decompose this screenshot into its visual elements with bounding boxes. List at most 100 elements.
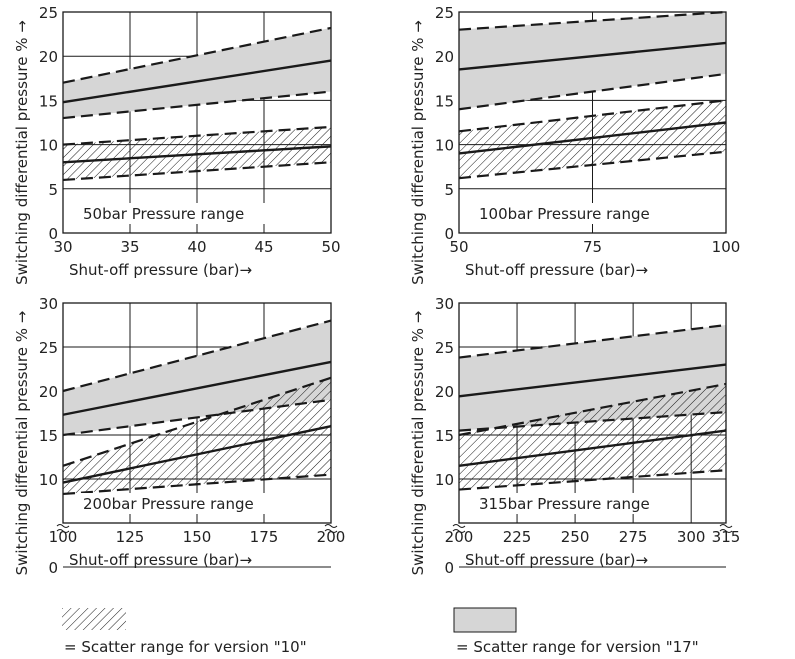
x-tick-label: 275 bbox=[619, 528, 648, 546]
x-tick-label: 45 bbox=[254, 238, 273, 256]
legend-hatch-label: = Scatter range for version "10" bbox=[64, 638, 307, 656]
lower-bound-line-v10 bbox=[458, 150, 727, 180]
y-tick-label: 20 bbox=[39, 48, 58, 66]
y-tick-label: 10 bbox=[39, 137, 58, 155]
upper-bound-line-v10 bbox=[62, 125, 332, 146]
range-label-bg bbox=[79, 203, 267, 224]
x-tick-label: 200 bbox=[445, 528, 474, 546]
legend-hatch-swatch bbox=[62, 608, 126, 630]
range-label-bg bbox=[475, 203, 663, 224]
y-tick-label: 20 bbox=[435, 48, 454, 66]
y-tick-label: 10 bbox=[435, 137, 454, 155]
y-tick-label: 20 bbox=[435, 383, 454, 401]
y-tick-label: 25 bbox=[435, 4, 454, 22]
range-label-bg bbox=[475, 493, 663, 514]
y-axis-label: Switching differential pressure % → bbox=[409, 311, 427, 576]
x-tick-label: 40 bbox=[187, 238, 206, 256]
y-axis-label: Switching differential pressure % → bbox=[13, 20, 31, 285]
mean-line-v10 bbox=[458, 121, 727, 155]
x-tick-label: 300 bbox=[677, 528, 706, 546]
axis-break-mark bbox=[719, 524, 733, 533]
y-tick-label: 15 bbox=[39, 92, 58, 110]
y-tick-label: 30 bbox=[39, 295, 58, 313]
x-axis-label: Shut-off pressure (bar)→ bbox=[465, 261, 648, 279]
axis-break-mark bbox=[56, 524, 70, 533]
x-tick-label: 125 bbox=[116, 528, 145, 546]
upper-bound-line-v10 bbox=[458, 99, 727, 133]
y-tick-label: 20 bbox=[39, 383, 58, 401]
x-tick-label: 250 bbox=[561, 528, 590, 546]
upper-bound-line-v10 bbox=[458, 382, 727, 437]
chart-2: 0 5 10 15 20 25 50 75 100 Shut-off pressure (bar)… bbox=[409, 4, 740, 285]
range-label: 315bar Pressure range bbox=[479, 495, 650, 513]
mean-line-v17 bbox=[458, 41, 727, 71]
axis-break-mark bbox=[324, 524, 338, 533]
band-version-17 bbox=[63, 27, 331, 119]
x-tick-label: 200 bbox=[317, 528, 346, 546]
chart-4: 0 10 15 20 25 30 200 225 250 275 300 315 Shut-off pr… bbox=[409, 295, 740, 577]
axis-break-mark bbox=[452, 524, 466, 533]
band-version-10 bbox=[63, 377, 331, 494]
y-axis-label: Switching differential pressure % → bbox=[13, 311, 31, 576]
lower-bound-line-v10 bbox=[458, 469, 727, 491]
legend-gray-swatch bbox=[453, 607, 517, 633]
x-tick-label: 315 bbox=[712, 528, 741, 546]
x-tick-label: 50 bbox=[321, 238, 340, 256]
x-tick-label: 35 bbox=[120, 238, 139, 256]
range-label-bg bbox=[79, 493, 267, 514]
y-tick-label: 10 bbox=[39, 471, 58, 489]
lower-bound-line-v17 bbox=[62, 398, 332, 437]
y-tick-label: 15 bbox=[435, 427, 454, 445]
y-axis-label: Switching differential pressure % → bbox=[409, 20, 427, 285]
mean-line-v10 bbox=[62, 425, 332, 484]
lower-bound-line-v17 bbox=[458, 72, 727, 111]
y-tick-label: 0 bbox=[444, 559, 454, 577]
band-version-10 bbox=[459, 383, 726, 490]
mean-line-v17 bbox=[62, 360, 332, 416]
plot-frame bbox=[62, 11, 332, 234]
x-tick-label: 100 bbox=[712, 238, 741, 256]
band-version-17 bbox=[459, 12, 726, 110]
x-tick-label: 30 bbox=[53, 238, 72, 256]
y-tick-label: 10 bbox=[435, 471, 454, 489]
upper-bound-line-v17 bbox=[458, 10, 727, 31]
plot-frame bbox=[458, 11, 727, 234]
axis-break-gap bbox=[721, 524, 731, 532]
y-tick-label: 15 bbox=[39, 427, 58, 445]
range-label: 100bar Pressure range bbox=[479, 205, 650, 223]
upper-bound-line-v17 bbox=[62, 319, 332, 393]
range-label: 200bar Pressure range bbox=[83, 495, 254, 513]
axis-break-gap bbox=[326, 524, 336, 532]
y-tick-label: 0 bbox=[444, 225, 454, 243]
x-tick-label: 225 bbox=[503, 528, 532, 546]
y-tick-label: 5 bbox=[444, 181, 454, 199]
y-tick-label: 25 bbox=[39, 4, 58, 22]
x-axis-label: Shut-off pressure (bar)→ bbox=[69, 551, 252, 569]
chart-1: 0 5 10 15 20 25 30 35 40 45 50 Shut-off pressure (b… bbox=[13, 4, 341, 285]
mean-line-v10 bbox=[458, 429, 727, 467]
x-axis-label: Shut-off pressure (bar)→ bbox=[69, 261, 252, 279]
mean-line-v10 bbox=[62, 145, 332, 164]
y-tick-label: 30 bbox=[435, 295, 454, 313]
y-tick-label: 5 bbox=[48, 181, 58, 199]
lower-bound-line-v10 bbox=[62, 473, 332, 496]
x-tick-label: 175 bbox=[250, 528, 279, 546]
lower-bound-line-v17 bbox=[62, 90, 332, 120]
y-tick-label: 0 bbox=[48, 559, 58, 577]
axis-break-gap bbox=[58, 524, 68, 532]
mean-line-v17 bbox=[458, 363, 727, 398]
x-tick-label: 50 bbox=[449, 238, 468, 256]
chart-3: 0 10 15 20 25 30 100 125 150 175 200 Shut-off press… bbox=[13, 295, 345, 577]
upper-bound-line-v17 bbox=[62, 26, 332, 84]
lower-bound-line-v10 bbox=[62, 161, 332, 182]
band-version-10 bbox=[459, 100, 726, 179]
y-tick-label: 25 bbox=[435, 339, 454, 357]
y-tick-label: 25 bbox=[39, 339, 58, 357]
upper-bound-line-v17 bbox=[458, 323, 727, 359]
plot-frame bbox=[458, 302, 727, 524]
x-tick-label: 100 bbox=[49, 528, 78, 546]
x-tick-label: 150 bbox=[183, 528, 212, 546]
y-tick-label: 15 bbox=[435, 92, 454, 110]
x-tick-label: 75 bbox=[583, 238, 602, 256]
